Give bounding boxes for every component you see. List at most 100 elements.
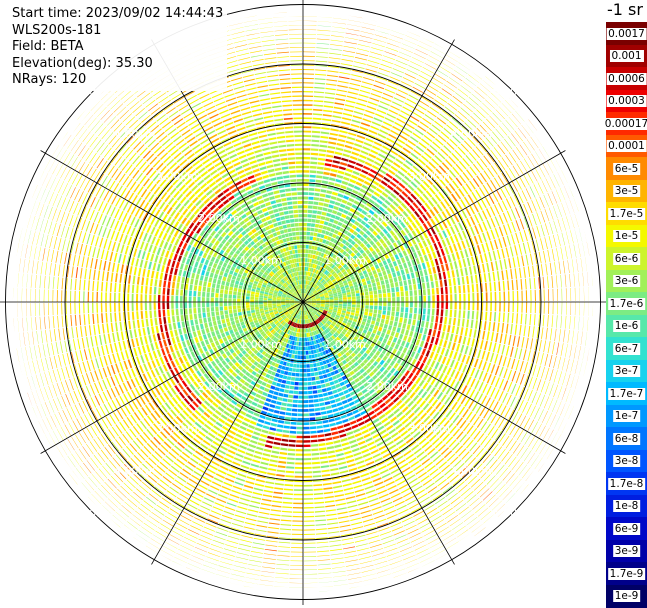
range-gate <box>549 355 553 367</box>
range-gate <box>453 204 459 212</box>
range-gate <box>292 529 303 530</box>
range-gate <box>303 373 307 376</box>
range-gate <box>370 295 374 299</box>
range-gate <box>482 264 485 273</box>
range-gate <box>362 146 370 151</box>
range-gate <box>289 440 296 443</box>
range-gate <box>512 313 514 323</box>
range-gate <box>369 309 373 313</box>
range-gate <box>380 64 392 69</box>
range-gate <box>584 302 585 316</box>
range-gate <box>395 501 405 507</box>
range-gate <box>314 399 319 403</box>
range-gate <box>303 197 308 200</box>
range-gate <box>413 395 419 402</box>
range-gate <box>259 415 266 420</box>
range-gate <box>466 517 477 525</box>
range-gate <box>303 210 308 213</box>
range-gate <box>323 483 332 486</box>
range-gate <box>282 434 289 437</box>
range-gate <box>318 207 323 211</box>
range-gate <box>545 354 549 366</box>
range-gate <box>216 473 225 478</box>
range-gate <box>259 400 265 405</box>
range-gate <box>280 370 284 374</box>
range-gate <box>202 569 215 574</box>
range-gate <box>312 457 320 460</box>
range-gate <box>370 544 382 548</box>
range-gate <box>402 44 415 49</box>
range-gate <box>434 243 439 250</box>
range-gate <box>343 404 349 409</box>
range-gate <box>286 471 294 474</box>
range-gate <box>558 386 563 399</box>
range-gate <box>439 373 445 381</box>
range-gate <box>206 493 216 499</box>
range-gate <box>472 94 482 103</box>
range-gate <box>453 352 458 360</box>
range-gate <box>339 466 348 470</box>
range-gate <box>384 421 391 427</box>
range-gate <box>460 250 464 258</box>
range-gate <box>574 392 579 405</box>
range-gate <box>475 190 481 199</box>
range-gate <box>279 388 284 392</box>
range-gate <box>212 402 219 408</box>
range-gate <box>303 60 315 61</box>
range-gate <box>485 312 487 321</box>
range-gate <box>399 264 403 270</box>
range-gate <box>313 206 318 210</box>
range-gate <box>321 127 330 130</box>
range-gate <box>232 461 241 466</box>
range-gate <box>386 240 391 246</box>
range-gate <box>447 271 451 279</box>
range-gate <box>373 85 384 90</box>
range-gate <box>544 195 549 207</box>
range-gate <box>425 276 429 283</box>
range-gate <box>401 340 406 346</box>
range-gate <box>486 231 491 241</box>
range-gate <box>419 355 424 362</box>
range-gate <box>316 421 322 424</box>
range-gate <box>215 410 222 416</box>
range-gate <box>267 531 278 533</box>
range-gate <box>526 470 535 481</box>
range-gate <box>346 496 356 500</box>
range-gate <box>293 364 297 368</box>
range-gate <box>311 148 319 151</box>
range-gate <box>346 500 356 504</box>
range-gate <box>422 240 427 247</box>
range-gate <box>421 37 434 43</box>
range-gate <box>440 280 443 287</box>
range-gate <box>508 335 511 345</box>
range-gate <box>372 231 378 237</box>
range-gate <box>408 457 417 464</box>
range-gate <box>560 403 565 416</box>
range-gate <box>531 170 538 182</box>
range-gate <box>306 245 309 249</box>
range-gate <box>397 56 409 61</box>
range-gate <box>303 78 314 79</box>
range-gate <box>382 192 389 198</box>
range-gate <box>270 514 281 517</box>
range-gate <box>323 114 332 117</box>
range-gate <box>341 59 353 62</box>
range-gate <box>175 479 184 486</box>
range-gate <box>379 374 385 380</box>
range-gate <box>385 320 389 325</box>
range-gate <box>498 175 505 185</box>
range-gate <box>274 391 279 395</box>
range-gate <box>330 549 342 551</box>
range-gate <box>519 268 522 279</box>
range-gate <box>241 493 251 497</box>
range-gate <box>378 290 382 294</box>
range-gate <box>446 228 451 236</box>
range-gate <box>500 188 506 198</box>
range-gate <box>393 472 402 478</box>
range-gate <box>519 231 523 242</box>
range-gate <box>377 133 386 138</box>
range-gate <box>341 386 347 391</box>
range-gate <box>287 376 291 380</box>
range-gate <box>269 464 277 467</box>
range-gate <box>319 149 327 152</box>
